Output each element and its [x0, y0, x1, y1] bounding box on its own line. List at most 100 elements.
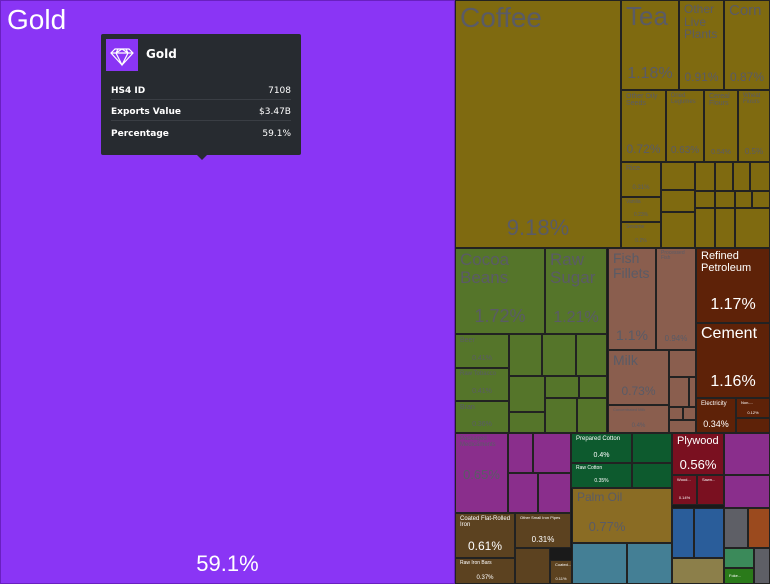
- tile-label: Raw Tobacco: [460, 371, 496, 377]
- row-value: 59.1%: [262, 129, 291, 139]
- tile-minor[interactable]: [576, 334, 607, 376]
- tile-rice[interactable]: Rice 0.31%: [621, 162, 661, 197]
- tile-wood[interactable]: Wood... 0.14%: [672, 475, 697, 505]
- tile-vanilla[interactable]: Vanilla 0.23%: [621, 197, 661, 222]
- tile-minor[interactable]: [627, 543, 672, 584]
- tile-label: Coated Flat-Rolled Iron: [460, 516, 511, 529]
- tile-minor[interactable]: [695, 191, 715, 208]
- tile-minor[interactable]: [754, 548, 770, 584]
- tile-share: 0.37%: [476, 575, 494, 581]
- tile-dried-legumes[interactable]: Dried Legumes 0.63%: [666, 90, 704, 162]
- tile-share: 0.23%: [633, 212, 649, 218]
- tile-minor[interactable]: [694, 508, 724, 558]
- tile-coated[interactable]: Coated... 0.11%: [550, 560, 572, 584]
- tile-minor[interactable]: [733, 162, 750, 191]
- tile-raw-cotton[interactable]: Raw Cotton 0.35%: [571, 463, 632, 488]
- tile-minor[interactable]: [515, 548, 550, 584]
- tile-minor[interactable]: [545, 376, 579, 398]
- tile-minor[interactable]: [724, 508, 748, 548]
- tile-label: Dried Legumes: [671, 93, 696, 106]
- tile-milk[interactable]: Milk 0.73%: [608, 350, 669, 405]
- tile-coated-flat-rolled-iron[interactable]: Coated Flat-Rolled Iron 0.61%: [455, 513, 515, 558]
- tile-minor[interactable]: [735, 191, 752, 208]
- tile-concentrated-milk[interactable]: Concentrated Milk 0.4%: [608, 405, 669, 433]
- tile-minor[interactable]: [750, 162, 770, 191]
- tile-electricity[interactable]: Electricity 0.34%: [696, 398, 736, 433]
- tile-minor[interactable]: [632, 463, 672, 488]
- tile-minor[interactable]: [669, 350, 696, 377]
- tile-bran[interactable]: Bran 0.36%: [455, 401, 509, 433]
- tile-minor[interactable]: [735, 208, 770, 248]
- tile-minor[interactable]: [577, 398, 607, 433]
- tile-other-small-iron-pipes[interactable]: Other Small Iron Pipes 0.31%: [515, 513, 571, 548]
- tile-label: Cereal Flours: [709, 93, 730, 108]
- tile-share: 0.31%: [531, 535, 555, 544]
- tile-minor[interactable]: [724, 475, 770, 508]
- tile-cereal-flours[interactable]: Cereal Flours 0.54%: [704, 90, 738, 162]
- tile-packaged-medicaments[interactable]: Packaged Medicaments 0.65%: [455, 433, 508, 513]
- tile-minor[interactable]: [672, 508, 694, 558]
- tile-sesame[interactable]: Sesame 0.2%: [621, 222, 661, 248]
- tile-minor[interactable]: [632, 433, 672, 463]
- tile-minor[interactable]: [724, 433, 770, 475]
- tile-minor[interactable]: [545, 398, 577, 433]
- tile-share: 0.41%: [472, 388, 492, 395]
- tile-corn[interactable]: Corn 0.87%: [724, 0, 770, 90]
- tile-minor[interactable]: [508, 473, 538, 513]
- tile-minor[interactable]: [533, 433, 571, 473]
- tile-label: Vanilla: [626, 199, 641, 205]
- tile-cocoa-beans[interactable]: Cocoa Beans 1.72%: [455, 248, 545, 334]
- tile-minor[interactable]: [672, 558, 724, 584]
- tile-minor[interactable]: [724, 548, 754, 568]
- tile-minor[interactable]: [508, 433, 533, 473]
- tile-beer[interactable]: Beer 0.41%: [455, 334, 509, 368]
- tile-non[interactable]: Non-... 0.12%: [736, 398, 770, 418]
- tile-minor[interactable]: [748, 508, 770, 548]
- tile-minor[interactable]: [695, 208, 715, 248]
- tile-minor[interactable]: [542, 334, 576, 376]
- tile-label: Processed Fish: [661, 250, 685, 262]
- tile-palm-oil[interactable]: Palm Oil 0.77%: [572, 488, 672, 543]
- tile-minor[interactable]: [683, 407, 696, 420]
- tile-minor[interactable]: [661, 212, 695, 248]
- tile-other-live-plants[interactable]: Other Live Plants 0.91%: [679, 0, 724, 90]
- tile-label: Beer: [460, 337, 475, 344]
- tile-minor[interactable]: [579, 376, 607, 398]
- tile-refined-petroleum[interactable]: Refined Petroleum 1.17%: [696, 248, 770, 323]
- tile-other-oily-seeds[interactable]: Other Oily Seeds 0.72%: [621, 90, 666, 162]
- tile-minor[interactable]: [669, 420, 696, 433]
- tile-minor[interactable]: [695, 162, 715, 191]
- tile-minor[interactable]: [736, 418, 770, 433]
- tile-wheat-flours[interactable]: Wheat Flours 0.5%: [738, 90, 770, 162]
- tile-minor[interactable]: [509, 412, 545, 433]
- tile-share: 0.56%: [679, 457, 717, 472]
- tile-share: 9.18%: [506, 215, 570, 240]
- tile-minor[interactable]: [661, 190, 695, 212]
- tile-minor[interactable]: [669, 377, 689, 407]
- tile-minor[interactable]: [715, 208, 735, 248]
- tile-processed-fish[interactable]: Processed Fish 0.94%: [656, 248, 696, 350]
- tile-minor[interactable]: [661, 162, 695, 190]
- tile-share: 0.34%: [703, 419, 729, 429]
- tile-minor[interactable]: [689, 377, 696, 407]
- tile-minor[interactable]: [715, 191, 735, 208]
- tile-minor[interactable]: [669, 407, 683, 420]
- tile-tea[interactable]: Tea 1.18%: [621, 0, 679, 90]
- tile-fish-fillets[interactable]: Fish Fillets 1.1%: [608, 248, 656, 350]
- tile-minor[interactable]: [572, 543, 627, 584]
- tile-minor[interactable]: [715, 162, 733, 191]
- tooltip-row: HS4 ID 7108: [111, 83, 291, 100]
- tile-minor[interactable]: [509, 334, 542, 376]
- tile-coffee[interactable]: Coffee 9.18%: [455, 0, 621, 248]
- tile-minor[interactable]: [538, 473, 571, 513]
- tile-raw-iron-bars[interactable]: Raw Iron Bars 0.37%: [455, 558, 515, 584]
- tile-raw-tobacco[interactable]: Raw Tobacco 0.41%: [455, 368, 509, 401]
- tile-plywood[interactable]: Plywood 0.56%: [672, 433, 724, 475]
- tile-cement[interactable]: Cement 1.16%: [696, 323, 770, 398]
- tile-prepared-cotton[interactable]: Prepared Cotton 0.4%: [571, 433, 632, 463]
- tile-foke[interactable]: Foke...: [724, 568, 754, 584]
- tile-minor[interactable]: [752, 191, 770, 208]
- tile-sawn[interactable]: Sawn...: [697, 475, 724, 505]
- tile-minor[interactable]: [509, 376, 545, 412]
- tile-raw-sugar[interactable]: Raw Sugar 1.21%: [545, 248, 607, 334]
